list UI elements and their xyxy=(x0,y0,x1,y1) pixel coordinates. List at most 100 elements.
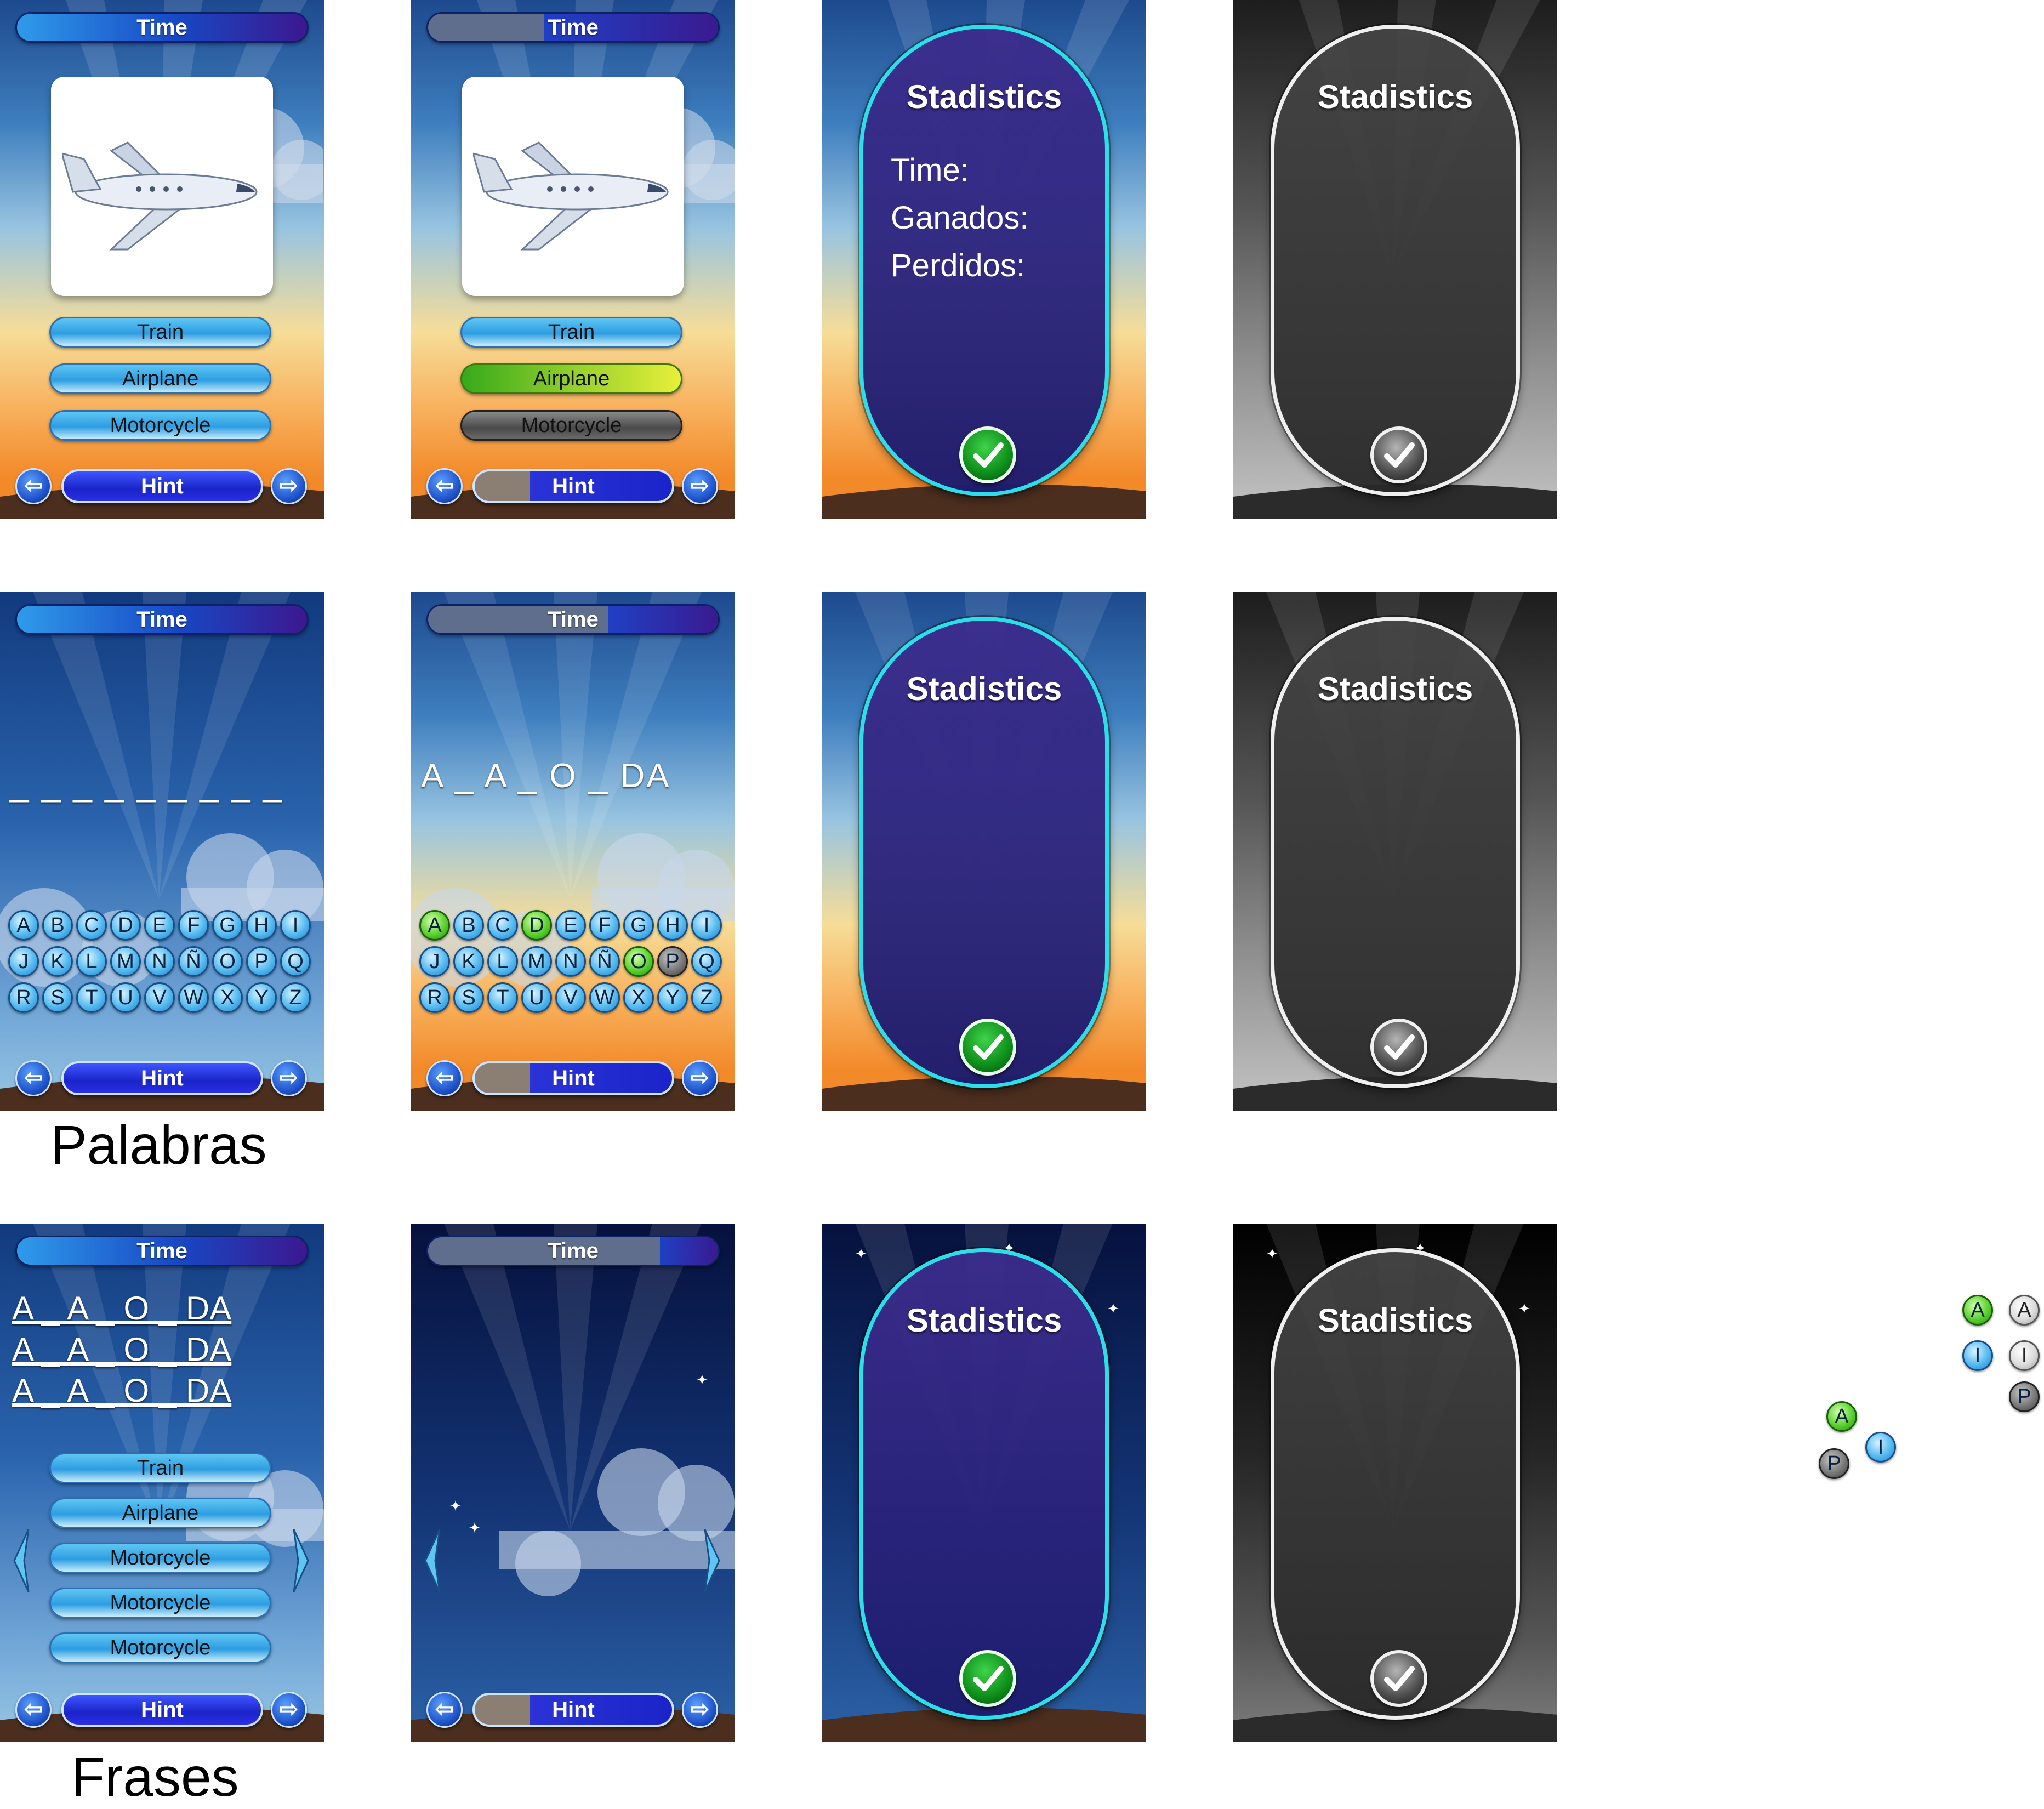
answer-motorcycle-button[interactable]: Motorcycle xyxy=(49,1632,271,1663)
time-label: Time xyxy=(548,607,599,632)
hint-button[interactable]: Hint xyxy=(472,1061,674,1095)
letter-w-button[interactable]: W xyxy=(178,982,209,1013)
letter-u-button[interactable]: U xyxy=(110,982,141,1013)
letter-s-button[interactable]: S xyxy=(42,982,73,1013)
forward-arrow-icon[interactable]: ⇨ xyxy=(271,468,307,504)
answer-motorcycle-button-disabled[interactable]: Motorcycle xyxy=(460,410,682,441)
back-arrow-icon[interactable]: ⇦ xyxy=(426,1692,463,1728)
answer-motorcycle-button[interactable]: Motorcycle xyxy=(49,410,271,441)
back-arrow-icon[interactable]: ⇦ xyxy=(15,468,52,504)
letter-m-button[interactable]: M xyxy=(521,946,552,977)
letter-v-button[interactable]: V xyxy=(555,982,586,1013)
answer-train-button[interactable]: Train xyxy=(49,1453,271,1483)
letter-f-button[interactable]: F xyxy=(589,910,620,941)
letter-z-button[interactable]: Z xyxy=(691,982,722,1013)
letter-m-button[interactable]: M xyxy=(110,946,141,977)
letter-k-button[interactable]: K xyxy=(453,946,484,977)
letter-q-button[interactable]: Q xyxy=(691,946,722,977)
forward-arrow-icon[interactable]: ⇨ xyxy=(682,468,718,504)
letter-b-button[interactable]: B xyxy=(42,910,73,941)
answer-train-button[interactable]: Train xyxy=(49,317,271,348)
hint-button[interactable]: Hint xyxy=(61,469,263,503)
screen-statistics-night: ✦ ✦ ✦ Stadistics xyxy=(822,1224,1146,1742)
back-arrow-icon[interactable]: ⇦ xyxy=(15,1692,52,1728)
confirm-check-button[interactable] xyxy=(959,1650,1016,1707)
letter-x-button[interactable]: X xyxy=(212,982,243,1013)
confirm-check-button[interactable] xyxy=(959,426,1016,483)
letter-e-button[interactable]: E xyxy=(144,910,175,941)
letter-d-button-correct[interactable]: D xyxy=(521,910,552,941)
letter-p-button-wrong[interactable]: P xyxy=(657,946,688,977)
hint-button[interactable]: Hint xyxy=(61,1061,263,1095)
letter-v-button[interactable]: V xyxy=(144,982,175,1013)
letter-l-button[interactable]: L xyxy=(487,946,518,977)
back-arrow-icon[interactable]: ⇦ xyxy=(426,468,463,504)
letter-c-button[interactable]: C xyxy=(487,910,518,941)
letter-enye-button[interactable]: Ñ xyxy=(589,946,620,977)
letter-i-button[interactable]: I xyxy=(280,910,311,941)
letter-enye-button[interactable]: Ñ xyxy=(178,946,209,977)
letter-k-button[interactable]: K xyxy=(42,946,73,977)
letter-s-button[interactable]: S xyxy=(453,982,484,1013)
back-arrow-icon[interactable]: ⇦ xyxy=(15,1060,52,1096)
letter-p-button[interactable]: P xyxy=(246,946,277,977)
letter-g-button[interactable]: G xyxy=(623,910,654,941)
answer-airplane-button[interactable]: Airplane xyxy=(49,363,271,394)
letter-h-button[interactable]: H xyxy=(246,910,277,941)
letter-t-button[interactable]: T xyxy=(76,982,107,1013)
star-icon: ✦ xyxy=(469,1520,481,1536)
letter-q-button[interactable]: Q xyxy=(280,946,311,977)
letter-a-button[interactable]: A xyxy=(8,910,39,941)
letter-d-button[interactable]: D xyxy=(110,910,141,941)
letter-l-button[interactable]: L xyxy=(76,946,107,977)
forward-arrow-icon[interactable]: ⇨ xyxy=(682,1060,718,1096)
confirm-check-button[interactable] xyxy=(1370,1650,1427,1707)
letter-y-button[interactable]: Y xyxy=(657,982,688,1013)
letter-e-button[interactable]: E xyxy=(555,910,586,941)
answer-airplane-button-correct[interactable]: Airplane xyxy=(460,363,682,394)
letter-z-button[interactable]: Z xyxy=(280,982,311,1013)
confirm-check-button[interactable] xyxy=(1370,1019,1427,1076)
letter-w-button[interactable]: W xyxy=(589,982,620,1013)
answer-train-button[interactable]: Train xyxy=(460,317,682,348)
letter-o-button[interactable]: O xyxy=(212,946,243,977)
letter-t-button[interactable]: T xyxy=(487,982,518,1013)
confirm-check-button[interactable] xyxy=(959,1019,1016,1076)
letter-u-button[interactable]: U xyxy=(521,982,552,1013)
forward-arrow-icon[interactable]: ⇨ xyxy=(271,1692,307,1728)
letter-j-button[interactable]: J xyxy=(419,946,450,977)
letter-b-button[interactable]: B xyxy=(453,910,484,941)
right-chevron-icon[interactable] xyxy=(703,1529,721,1592)
letter-i-button[interactable]: I xyxy=(691,910,722,941)
right-chevron-icon[interactable] xyxy=(292,1529,310,1592)
letter-x-button[interactable]: X xyxy=(623,982,654,1013)
letter-n-button[interactable]: N xyxy=(555,946,586,977)
left-chevron-icon[interactable] xyxy=(12,1529,31,1592)
letter-j-button[interactable]: J xyxy=(8,946,39,977)
legend-letter-available: I xyxy=(1962,1340,1993,1371)
answer-motorcycle-button[interactable]: Motorcycle xyxy=(49,1543,271,1573)
letter-y-button[interactable]: Y xyxy=(246,982,277,1013)
letter-g-button[interactable]: G xyxy=(212,910,243,941)
hint-button[interactable]: Hint xyxy=(472,1693,674,1727)
hint-button[interactable]: Hint xyxy=(472,469,674,503)
left-chevron-icon[interactable] xyxy=(423,1529,442,1592)
letter-r-button[interactable]: R xyxy=(419,982,450,1013)
answer-motorcycle-button[interactable]: Motorcycle xyxy=(49,1588,271,1618)
phrase-line-1: A _ A _ O _ DA xyxy=(12,1290,232,1327)
letter-c-button[interactable]: C xyxy=(76,910,107,941)
letter-n-button[interactable]: N xyxy=(144,946,175,977)
forward-arrow-icon[interactable]: ⇨ xyxy=(682,1692,718,1728)
back-arrow-icon[interactable]: ⇦ xyxy=(426,1060,463,1096)
hill-ground xyxy=(1233,1067,1557,1111)
forward-arrow-icon[interactable]: ⇨ xyxy=(271,1060,307,1096)
confirm-check-button[interactable] xyxy=(1370,426,1427,483)
answer-airplane-button[interactable]: Airplane xyxy=(49,1498,271,1528)
airplane-icon xyxy=(62,141,258,251)
hint-button[interactable]: Hint xyxy=(61,1693,263,1727)
letter-o-button-correct[interactable]: O xyxy=(623,946,654,977)
letter-f-button[interactable]: F xyxy=(178,910,209,941)
letter-r-button[interactable]: R xyxy=(8,982,39,1013)
letter-h-button[interactable]: H xyxy=(657,910,688,941)
letter-a-button-correct[interactable]: A xyxy=(419,910,450,941)
